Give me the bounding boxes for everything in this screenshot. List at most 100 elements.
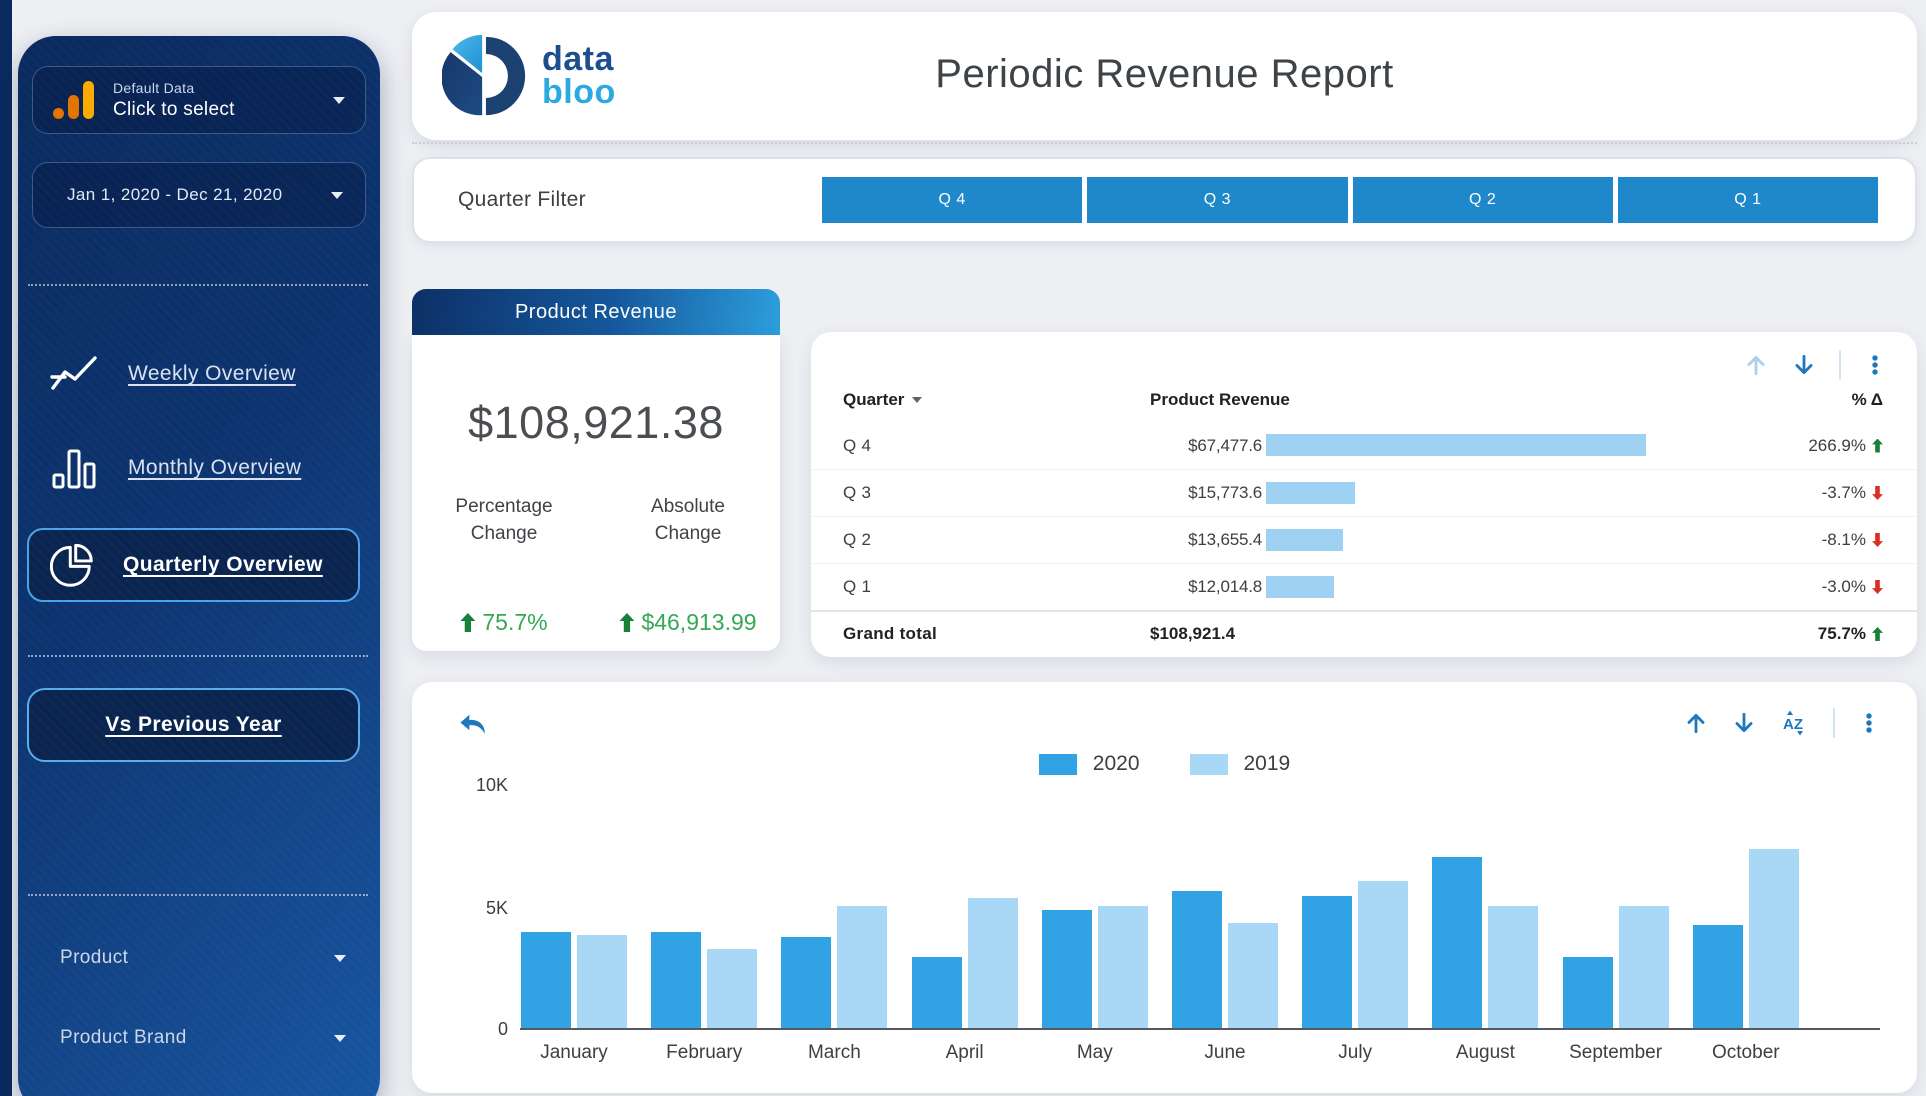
svg-text:AZ: AZ	[1783, 716, 1803, 733]
chart-bar-2020-february[interactable]	[651, 932, 702, 1030]
dotted-divider	[28, 284, 368, 286]
scorecard-title: Product Revenue	[514, 300, 678, 323]
table-row-q2[interactable]: Q 2 $13,655.4 -8.1%	[811, 516, 1917, 563]
chart-bar-2019-january[interactable]	[577, 935, 627, 1030]
chevron-down-icon	[334, 1034, 346, 1042]
date-range-selector[interactable]: Jan 1, 2020 - Dec 21, 2020	[32, 162, 366, 228]
scroll-up-icon[interactable]	[1743, 352, 1769, 378]
legend-item[interactable]: 2020	[1038, 752, 1140, 776]
chart-bar-2019-march[interactable]	[837, 906, 888, 1030]
sidebar-item-label: Monthly Overview	[128, 456, 302, 479]
sidebar-item-monthly-overview[interactable]: Monthly Overview	[48, 436, 360, 500]
product-brand-filter-dropdown[interactable]: Product Brand	[60, 1016, 346, 1060]
chart-bar-2019-february[interactable]	[707, 949, 758, 1030]
header-card: data bloo Periodic Revenue Report	[412, 12, 1917, 140]
scroll-up-icon[interactable]	[1683, 710, 1709, 736]
change-arrow-icon	[1872, 533, 1883, 547]
chart-bar-2019-may[interactable]	[1097, 906, 1148, 1030]
legend-item[interactable]: 2019	[1189, 752, 1291, 776]
change-arrow-icon	[1872, 486, 1883, 500]
sort-caret-icon	[912, 397, 923, 403]
column-header-delta[interactable]: % Δ	[1851, 390, 1883, 409]
sort-az-icon[interactable]: AZ	[1779, 708, 1811, 738]
scroll-down-icon[interactable]	[1791, 352, 1817, 378]
vs-previous-year-label: Vs Previous Year	[105, 713, 282, 736]
x-axis-line	[520, 1028, 1880, 1030]
chart-bar-2020-may[interactable]	[1041, 910, 1092, 1030]
line-chart-icon	[48, 352, 100, 396]
chart-bar-2020-august[interactable]	[1432, 857, 1483, 1030]
product-filter-dropdown[interactable]: Product	[60, 936, 346, 980]
scroll-down-icon[interactable]	[1731, 710, 1757, 736]
undo-icon[interactable]	[456, 710, 490, 745]
chart-legend: 2020 2019	[412, 752, 1917, 776]
quarter-revenue-table-card: Quarter Product Revenue % Δ Q 4 $67,477.6…	[811, 332, 1917, 657]
bar-chart-icon	[48, 445, 100, 491]
grand-total-delta: 75.7%	[1818, 612, 1883, 656]
chart-bar-2020-april[interactable]	[911, 957, 962, 1030]
toolbar-divider	[1833, 708, 1835, 738]
chart-bar-2020-june[interactable]	[1172, 891, 1222, 1030]
data-source-selector[interactable]: Default Data Click to select	[32, 66, 366, 134]
revenue-bar	[1266, 529, 1343, 551]
chart-bar-2020-september[interactable]	[1562, 957, 1613, 1030]
chart-bar-2019-april[interactable]	[967, 898, 1018, 1030]
dotted-divider	[28, 655, 368, 657]
x-axis-label-october: October	[1712, 1042, 1780, 1063]
chart-toolbar: AZ	[1683, 708, 1881, 738]
databloo-logo-text: data bloo	[542, 40, 616, 111]
x-axis-label-august: August	[1455, 1042, 1515, 1063]
percentage-change-label: Percentage Change	[455, 496, 553, 544]
table-header-row: Quarter Product Revenue % Δ	[811, 390, 1917, 422]
chart-bar-2020-january[interactable]	[521, 932, 571, 1030]
kebab-menu-icon[interactable]	[1863, 352, 1887, 378]
chart-bar-2020-july[interactable]	[1302, 896, 1353, 1030]
chart-bar-2019-june[interactable]	[1228, 923, 1278, 1030]
left-edge-strip	[0, 0, 12, 1096]
quarter-filter-option-q2[interactable]: Q 2	[1352, 177, 1613, 223]
column-header-revenue[interactable]: Product Revenue	[1150, 390, 1290, 409]
data-source-name: Default Data	[113, 79, 195, 96]
revenue-bar	[1266, 434, 1646, 456]
table-row-q4[interactable]: Q 4 $67,477.6 266.9%	[811, 422, 1917, 469]
legend-label: 2019	[1243, 752, 1291, 775]
kebab-menu-icon[interactable]	[1857, 710, 1881, 736]
quarter-filter-option-q1[interactable]: Q 1	[1617, 177, 1878, 223]
change-arrow-icon	[1872, 438, 1883, 453]
x-axis-label-february: February	[666, 1042, 743, 1063]
chart-bar-2019-july[interactable]	[1358, 881, 1409, 1030]
chart-bar-2020-march[interactable]	[781, 937, 832, 1030]
x-axis-label-june: June	[1204, 1042, 1246, 1063]
chart-bar-2019-october[interactable]	[1748, 849, 1799, 1030]
sidebar: Default Data Click to select Jan 1, 2020…	[18, 36, 380, 1096]
delta-cell: -3.7%	[1822, 470, 1883, 516]
scorecard-body: $108,921.38 Percentage Change Absolute C…	[412, 335, 780, 651]
product-brand-filter-label: Product Brand	[60, 1027, 187, 1048]
quarter-cell: Q 2	[843, 530, 872, 549]
sidebar-item-quarterly-overview[interactable]: Quarterly Overview	[27, 528, 360, 602]
chart-bar-2020-october[interactable]	[1692, 925, 1743, 1030]
revenue-cell: $13,655.4	[1188, 530, 1262, 549]
quarter-cell: Q 3	[843, 483, 872, 502]
dotted-divider	[412, 142, 1917, 144]
quarter-filter-option-q3[interactable]: Q 3	[1087, 177, 1348, 223]
chevron-down-icon	[331, 191, 343, 199]
chart-bar-2019-august[interactable]	[1488, 906, 1539, 1030]
sidebar-item-weekly-overview[interactable]: Weekly Overview	[48, 342, 360, 406]
grand-total-label: Grand total	[843, 624, 937, 643]
y-axis-tick: 10K	[475, 775, 508, 795]
analytics-icon	[53, 81, 95, 119]
quarter-cell: Q 1	[843, 577, 872, 596]
table-row-q3[interactable]: Q 3 $15,773.6 -3.7%	[811, 469, 1917, 516]
column-header-quarter[interactable]: Quarter	[843, 390, 923, 410]
absolute-change-value: $46,913.99	[596, 609, 780, 636]
chart-bar-2019-september[interactable]	[1618, 906, 1669, 1030]
table-row-q1[interactable]: Q 1 $12,014.8 -3.0%	[811, 563, 1917, 610]
data-source-text: Default Data Click to select	[113, 80, 333, 121]
vs-previous-year-button[interactable]: Vs Previous Year	[27, 688, 360, 762]
scorecard-value: $108,921.38	[468, 397, 724, 448]
quarter-filter-option-q4[interactable]: Q 4	[822, 177, 1083, 223]
delta-cell: 266.9%	[1808, 422, 1883, 469]
scorecard-header: Product Revenue	[412, 289, 780, 335]
